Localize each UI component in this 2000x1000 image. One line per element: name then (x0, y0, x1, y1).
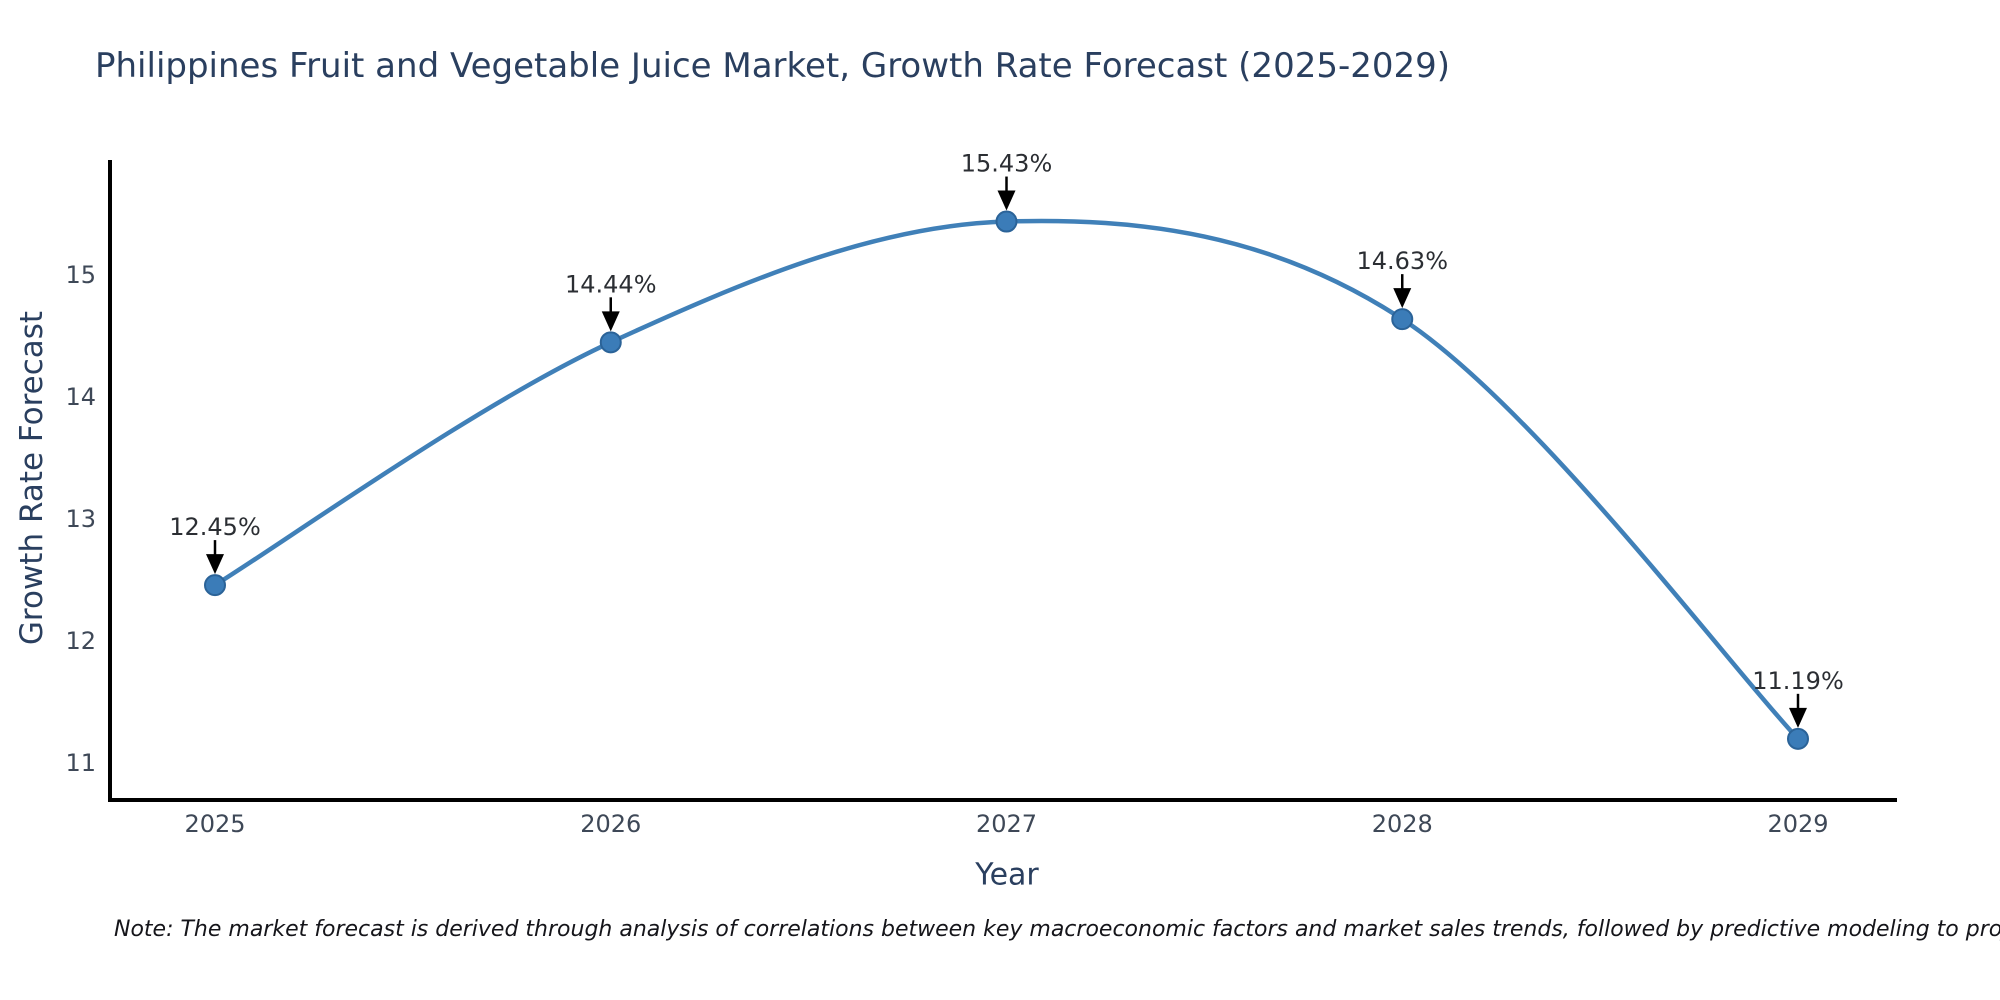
footnote: Note: The market forecast is derived thr… (114, 917, 2000, 942)
chart-title: Philippines Fruit and Vegetable Juice Ma… (95, 46, 1451, 86)
data-point-marker (995, 210, 1018, 233)
x-tick-label: 2028 (1372, 810, 1433, 838)
data-point-label: 14.63% (1356, 247, 1448, 275)
y-tick-label: 12 (65, 627, 96, 655)
x-tick-label: 2026 (580, 810, 641, 838)
annotation-arrowhead-icon (601, 311, 620, 332)
data-point-marker (1787, 727, 1809, 750)
data-point-label: 11.19% (1752, 667, 1844, 695)
data-point-label: 12.45% (169, 513, 261, 541)
x-axis-title: Year (975, 857, 1039, 893)
y-tick-label: 11 (65, 749, 96, 777)
x-tick-label: 2025 (184, 810, 245, 838)
data-point-label: 15.43% (961, 150, 1053, 178)
annotation-arrowhead-icon (1789, 707, 1807, 728)
annotation-arrowhead-icon (1393, 288, 1412, 309)
annotation-arrowhead-icon (997, 190, 1016, 211)
data-point-marker (1391, 308, 1414, 331)
data-point-label: 14.44% (565, 270, 657, 298)
x-tick-label: 2029 (1767, 810, 1828, 838)
y-tick-label: 14 (65, 383, 96, 411)
y-tick-label: 13 (65, 505, 96, 533)
growth-rate-line (212, 218, 1801, 742)
annotation-arrowhead-icon (206, 554, 224, 575)
y-tick-label: 15 (65, 261, 96, 289)
data-point-marker (204, 574, 226, 597)
data-point-marker (599, 331, 622, 354)
x-tick-label: 2027 (976, 810, 1037, 838)
